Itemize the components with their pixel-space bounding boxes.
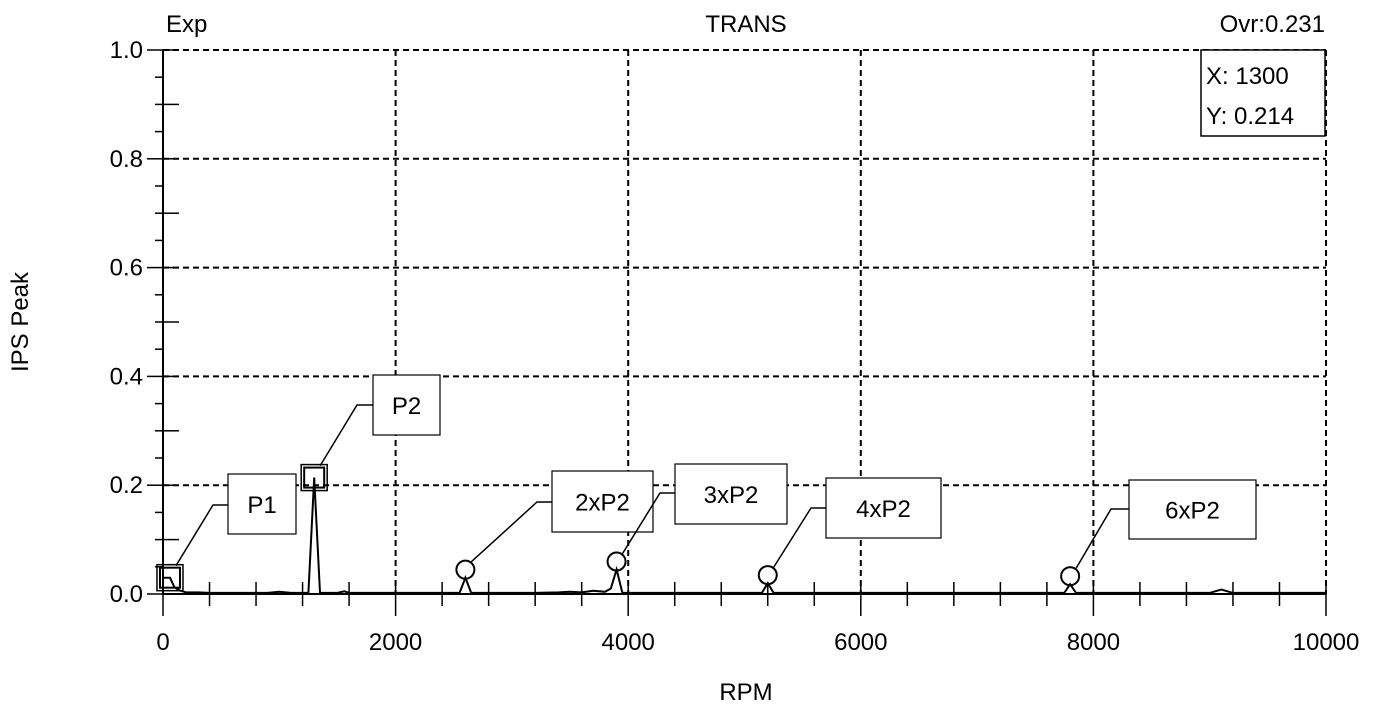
x-tick-label: 10000 — [1293, 629, 1360, 656]
square-marker-outer — [300, 463, 328, 492]
annotation-p2: P2 — [300, 374, 441, 492]
cursor-x-readout: X: 1300 — [1206, 63, 1289, 90]
x-tick-label: 4000 — [602, 629, 655, 656]
circle-marker — [455, 559, 476, 580]
x-tick-label: 6000 — [834, 629, 887, 656]
square-marker-outer — [156, 563, 184, 592]
y-tick-label: 0.4 — [110, 363, 143, 390]
chart-title: TRANS — [705, 11, 786, 38]
axis-ticks: 0.0 0.2 0.4 0.6 0.8 1.0 0 2000 4000 6000 8000 10000 — [110, 37, 1360, 656]
annotation-label: 4xP2 — [856, 496, 911, 523]
leader-line — [773, 507, 826, 568]
circle-marker — [1060, 566, 1081, 587]
y-axis-label: IPS Peak — [7, 271, 34, 372]
leader-line — [621, 492, 675, 554]
y-tick-label: 0.6 — [110, 255, 143, 282]
leader-line — [175, 504, 228, 567]
cursor-y-readout: Y: 0.214 — [1206, 103, 1294, 130]
leader-line — [470, 501, 552, 563]
annotation-label: 3xP2 — [704, 482, 759, 509]
header-left-text: Exp — [166, 11, 207, 38]
circle-marker — [757, 565, 778, 586]
label-box — [551, 470, 654, 533]
y-tick-label: 1.0 — [110, 37, 143, 64]
label-box — [1128, 479, 1257, 540]
cursor-readout-box: X: 1300 Y: 0.214 — [1200, 49, 1326, 137]
y-tick-label: 0.0 — [110, 581, 143, 608]
x-tick-label: 8000 — [1067, 629, 1120, 656]
x-axis-label: RPM — [719, 679, 772, 706]
label-box — [372, 374, 441, 436]
label-box — [227, 473, 297, 535]
annotation-label: P1 — [247, 492, 276, 519]
series — [163, 477, 1326, 594]
annotation-2xp2: 2xP2 — [455, 470, 654, 580]
y-tick-label: 0.2 — [110, 472, 143, 499]
series-line — [163, 477, 1326, 594]
square-marker — [158, 566, 181, 589]
x-tick-label: 2000 — [369, 629, 422, 656]
annotation-label: 6xP2 — [1165, 498, 1220, 525]
leader-line — [1075, 508, 1129, 569]
leader-line — [319, 404, 373, 466]
annotation-p1: P1 — [156, 473, 297, 592]
overall-value-text: Ovr:0.231 — [1220, 11, 1325, 38]
annotation-label: P2 — [392, 393, 421, 420]
annotations: P1 P2 2xP2 3xP2 4xP2 6xP2 — [156, 374, 1257, 592]
annotation-6xp2: 6xP2 — [1060, 479, 1257, 587]
annotation-label: 2xP2 — [575, 490, 630, 517]
annotation-4xp2: 4xP2 — [757, 477, 942, 586]
label-box — [674, 463, 788, 525]
label-box — [825, 477, 942, 539]
x-tick-label: 0 — [156, 629, 169, 656]
circle-marker — [606, 551, 627, 572]
annotation-3xp2: 3xP2 — [606, 463, 788, 572]
y-tick-label: 0.8 — [110, 146, 143, 173]
axes — [162, 50, 1326, 595]
square-marker — [303, 466, 326, 489]
